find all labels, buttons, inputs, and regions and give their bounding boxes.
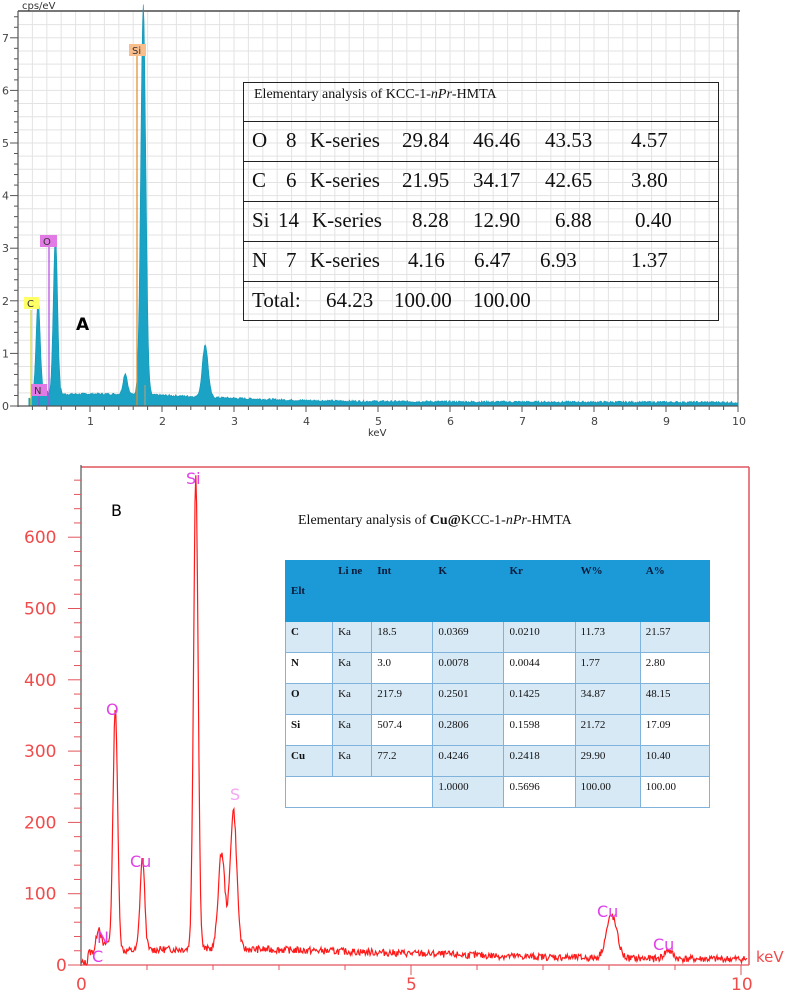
svg-text:5: 5 <box>406 975 417 992</box>
peak-label-cu: Cu <box>597 902 618 921</box>
table-row: N 7 K-series 4.16 6.47 6.93 1.37 <box>244 241 718 281</box>
spectrum-a-plot: 1 2 3 4 5 6 7 8 9 10 0 1 2 3 4 5 6 7 cps/eV keV A C N O S… <box>2 1 746 439</box>
peak-label-o: O <box>40 235 57 248</box>
svg-text:4: 4 <box>2 190 9 203</box>
svg-text:1: 1 <box>87 415 94 428</box>
elemental-table-b: Elt Li ne Int K Kr W% A% C Ka 18.5 0.0369 0.… <box>284 560 711 808</box>
table-total-row: Total: 64.23 100.00 100.00 <box>244 281 718 320</box>
column-header-kr: Kr <box>503 560 576 622</box>
svg-text:6: 6 <box>2 84 9 97</box>
eds-spectrum-panel-b: 0 100 200 300 400 500 600 0 5 10 B keV C N O Cu S… <box>0 448 787 995</box>
svg-text:6: 6 <box>447 415 454 428</box>
svg-text:9: 9 <box>663 415 670 428</box>
svg-text:7: 7 <box>519 415 526 428</box>
panel-label-a: A <box>76 315 90 335</box>
svg-text:0: 0 <box>56 956 67 976</box>
svg-text:N: N <box>34 386 41 397</box>
svg-text:300: 300 <box>24 742 56 762</box>
svg-text:O: O <box>43 237 51 248</box>
svg-text:7: 7 <box>2 32 9 45</box>
peak-label-cu: Cu <box>130 852 151 871</box>
column-header-a-percent: A% <box>639 560 711 622</box>
table-header-row: Elt Li ne Int K Kr W% A% <box>284 560 711 622</box>
table-row: C Ka 18.5 0.0369 0.0210 11.73 21.57 <box>284 621 711 653</box>
column-header-int: Int <box>371 560 434 622</box>
table-row: O Ka 217.9 0.2501 0.1425 34.87 48.15 <box>284 683 711 715</box>
svg-text:1: 1 <box>2 347 9 360</box>
peak-label-si: Si <box>129 44 146 57</box>
column-header-elt: Elt <box>284 560 334 622</box>
peak-label-s: S <box>230 785 240 804</box>
svg-text:500: 500 <box>24 600 56 620</box>
x-axis-label: keV <box>368 428 387 439</box>
svg-text:8: 8 <box>591 415 598 428</box>
svg-text:10: 10 <box>731 975 753 992</box>
svg-text:10: 10 <box>732 415 746 428</box>
svg-text:600: 600 <box>24 528 56 548</box>
svg-text:3: 3 <box>2 242 9 255</box>
eds-spectrum-panel-a: 1 2 3 4 5 6 7 8 9 10 0 1 2 3 4 5 6 7 cps/eV keV A C N O S… <box>0 0 787 445</box>
table-total-row: 1.0000 0.5696 100.00 100.00 <box>284 776 711 808</box>
svg-text:200: 200 <box>24 813 56 833</box>
table-row: Si Ka 507.4 0.2806 0.1598 21.72 17.09 <box>284 714 711 746</box>
svg-text:0: 0 <box>2 400 9 413</box>
svg-text:C: C <box>27 299 34 310</box>
table-row: O 8 K-series 29.84 46.46 43.53 4.57 <box>244 121 718 161</box>
table-b-title: Elementary analysis of Cu@KCC-1-nPr-HMTA <box>298 513 572 528</box>
peak-label-n: N <box>31 384 47 397</box>
table-row: N Ka 3.0 0.0078 0.0044 1.77 2.80 <box>284 652 711 684</box>
table-a-title: Elementary analysis of KCC-1-nPr-HMTA <box>254 87 497 102</box>
svg-text:400: 400 <box>24 671 56 691</box>
y-axis-label: cps/eV <box>22 1 56 12</box>
svg-text:100: 100 <box>24 885 56 905</box>
spectrum-a-area <box>28 4 739 407</box>
column-header-line: Li ne <box>332 560 373 622</box>
peak-label-si: Si <box>186 469 201 488</box>
column-header-k: K <box>432 560 505 622</box>
table-row: C 6 K-series 21.95 34.17 42.65 3.80 <box>244 161 718 201</box>
spectrum-b-line <box>80 475 748 966</box>
elemental-table-a: Elementary analysis of KCC-1-nPr-HMTA O … <box>243 82 719 321</box>
svg-text:5: 5 <box>2 137 9 150</box>
svg-text:3: 3 <box>231 415 238 428</box>
peak-label-c: C <box>24 297 39 310</box>
panel-label-b: B <box>111 501 122 520</box>
svg-text:2: 2 <box>159 415 166 428</box>
svg-text:2: 2 <box>2 295 9 308</box>
table-row: Si 14 K-series 8.28 12.90 6.88 0.40 <box>244 201 718 241</box>
table-row: Cu Ka 77.2 0.4246 0.2418 29.90 10.40 <box>284 745 711 777</box>
svg-text:0: 0 <box>76 975 87 992</box>
spectrum-b-plot: 0 100 200 300 400 500 600 0 5 10 B keV C N O Cu S… <box>24 465 784 995</box>
peak-label-c: C <box>92 947 103 966</box>
x-axis-label: keV <box>756 948 784 966</box>
svg-text:5: 5 <box>375 415 382 428</box>
peak-label-cu: Cu <box>653 935 674 954</box>
peak-label-o: O <box>106 700 119 719</box>
column-header-w-percent: W% <box>574 560 641 622</box>
svg-text:4: 4 <box>303 415 310 428</box>
peak-label-n: N <box>97 928 109 947</box>
svg-text:Si: Si <box>132 46 141 57</box>
